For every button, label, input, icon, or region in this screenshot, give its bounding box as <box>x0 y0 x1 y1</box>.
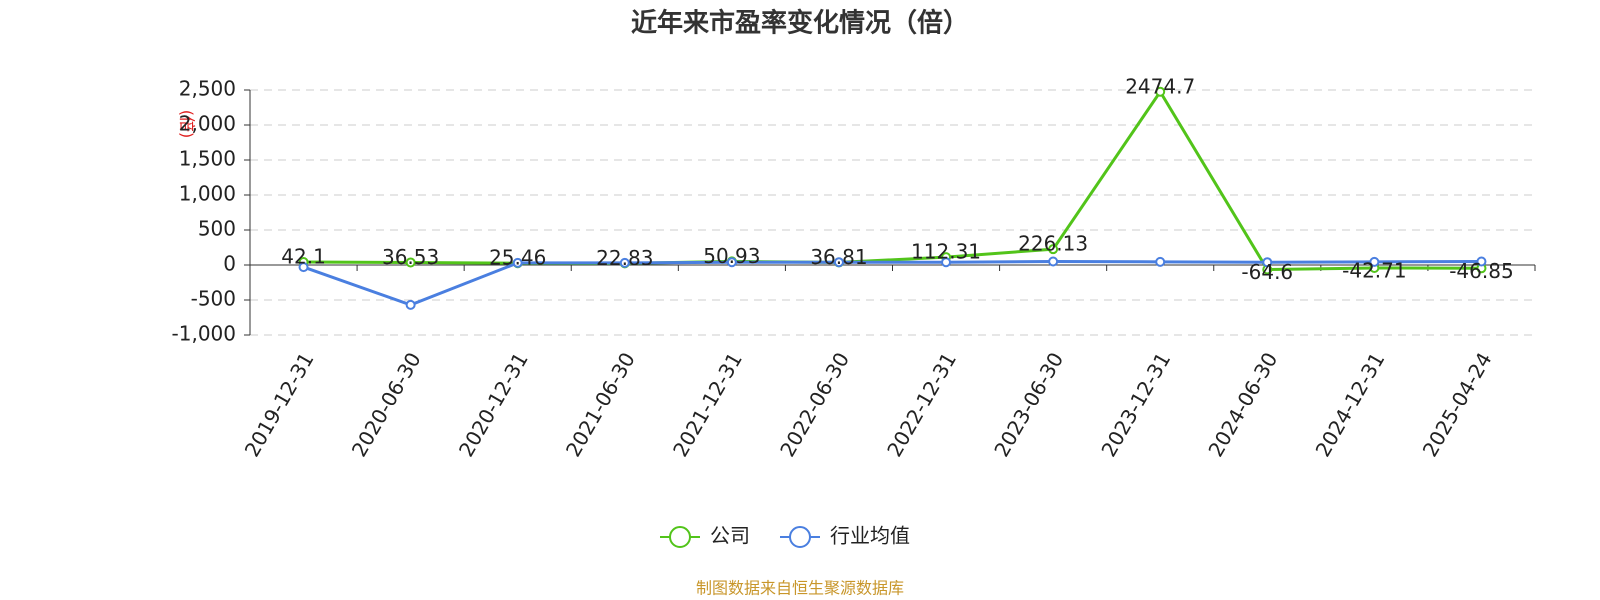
point <box>1048 256 1059 267</box>
data-label: 25.46 <box>489 246 546 270</box>
point <box>833 257 844 268</box>
x-tick-label: 2024-12-31 <box>1311 348 1390 461</box>
y-tick-label: 500 <box>198 217 236 241</box>
point <box>405 257 416 268</box>
data-label: 50.93 <box>703 244 760 268</box>
point <box>1048 244 1059 255</box>
y-tick-label: 0 <box>223 252 236 276</box>
point <box>1262 257 1273 268</box>
y-axis-label: (倍) <box>178 110 197 139</box>
data-label: -46.85 <box>1449 259 1513 283</box>
data-label: -64.6 <box>1241 260 1293 284</box>
x-tick-label: 2023-12-31 <box>1096 348 1175 461</box>
y-tick-label: -500 <box>191 287 236 311</box>
y-tick-label: -1,000 <box>172 322 236 346</box>
x-tick-label: 2022-06-30 <box>775 348 854 461</box>
point <box>1155 256 1166 267</box>
chart-title: 近年来市盈率变化情况（倍） <box>631 8 969 39</box>
x-tick-label: 2023-06-30 <box>989 348 1068 461</box>
y-tick-label: 1,000 <box>179 182 236 206</box>
point <box>298 262 309 273</box>
x-tick-label: 2021-06-30 <box>561 348 640 461</box>
point <box>941 257 952 268</box>
x-tick-label: 2020-12-31 <box>454 348 533 461</box>
legend-label: 公司 <box>710 524 750 548</box>
point <box>405 299 416 310</box>
data-label: 226.13 <box>1018 232 1088 256</box>
point <box>1155 86 1166 97</box>
x-tick-label: 2024-06-30 <box>1203 348 1282 461</box>
series-line <box>303 88 1482 272</box>
y-tick-label: 2,000 <box>179 112 236 136</box>
y-tick-label: 2,500 <box>179 77 236 101</box>
data-label: -42.71 <box>1342 258 1406 282</box>
series-line <box>303 259 1482 307</box>
data-label: 36.81 <box>810 245 867 269</box>
legend-label: 行业均值 <box>830 524 910 548</box>
legend-marker <box>669 526 691 548</box>
point <box>512 257 523 268</box>
data-label: 112.31 <box>911 240 981 264</box>
point <box>726 257 737 268</box>
legend-marker <box>789 526 811 548</box>
source-note: 制图数据来自恒生聚源数据库 <box>696 579 904 598</box>
x-tick-label: 2022-12-31 <box>882 348 961 461</box>
point <box>619 257 630 268</box>
data-label: 2474.7 <box>1125 74 1195 98</box>
data-label: 36.53 <box>382 245 439 269</box>
x-tick-label: 2020-06-30 <box>347 348 426 461</box>
y-tick-label: 1,500 <box>179 147 236 171</box>
data-label: 42.1 <box>281 245 326 269</box>
point <box>1476 256 1487 267</box>
point <box>1369 256 1380 267</box>
x-tick-label: 2019-12-31 <box>240 348 319 461</box>
x-tick-label: 2025-04-24 <box>1418 348 1497 461</box>
data-label: 22.83 <box>596 246 653 270</box>
x-tick-label: 2021-12-31 <box>668 348 747 461</box>
